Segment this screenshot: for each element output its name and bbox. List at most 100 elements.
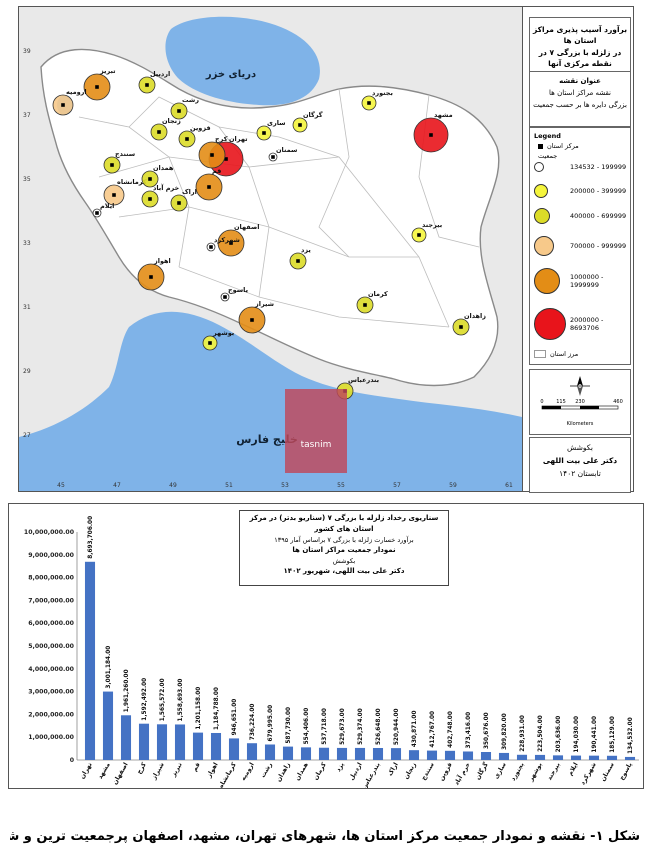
y-tick-label: 10,000,000.00: [24, 529, 75, 536]
bar: [228, 738, 240, 760]
bar-value-label: 1,558,693.00: [178, 679, 184, 722]
legend-boundary-label: مرز استان: [550, 350, 579, 358]
boundary-swatch-icon: [534, 350, 546, 358]
city-marker: یاسوج: [220, 286, 248, 302]
city-label: سمنان: [276, 146, 297, 154]
city-marker: اردبیل: [138, 70, 170, 94]
bar-value-label: 537,718.00: [322, 708, 328, 745]
map-area: 45 47 49 51 53 55 57 59 61 39 37 35 33 31 29 27 تهران مش…: [19, 7, 523, 491]
bar-value-label: 526,648.00: [376, 708, 382, 745]
x-tick-label: شیراز: [150, 762, 166, 782]
bar-value-label: 194,030.00: [574, 716, 580, 753]
city-label: یزد: [301, 246, 311, 254]
city-label: شهرکرد: [214, 236, 240, 244]
gulf-label: خلیج فارس: [236, 433, 298, 446]
city-label: کرمان: [368, 290, 388, 298]
legend-range-4: 1000000 - 1999999: [570, 273, 604, 289]
city-marker: ارومیه: [52, 88, 87, 116]
map-lon-label: 47: [113, 482, 121, 489]
legend-swatch-2: [534, 208, 550, 224]
bar-value-label: 228,931.00: [520, 715, 526, 752]
watermark-logo: tasnim: [285, 389, 347, 473]
center-square-icon: [538, 143, 543, 149]
bar-value-label: 8,693,706.00: [88, 516, 94, 559]
city-label: قزوین: [190, 124, 211, 132]
bar: [156, 724, 168, 760]
bar-value-label: 203,636.00: [556, 716, 562, 753]
bar: [300, 747, 312, 760]
city-marker: تبریز: [83, 67, 116, 101]
bar-value-label: 1,592,492.00: [142, 678, 148, 721]
bar: [606, 755, 618, 760]
bar: [588, 755, 600, 760]
city-marker: مشهد: [413, 111, 453, 153]
legend-class-4: 1000000 - 1999999: [534, 268, 630, 294]
map-subtitle-box: عنوان نقشه نقشه مراکز استان ها بزرگی دای…: [529, 71, 631, 127]
city-label: بیرجند: [422, 221, 442, 229]
x-tick-label: تهران: [79, 762, 94, 781]
legend-swatch-3: [534, 236, 554, 256]
scale-tick: 460: [613, 399, 623, 405]
map-lon-label: 57: [393, 482, 401, 489]
city-marker: زاهدان: [452, 312, 486, 336]
bar-value-label: 520,944.00: [394, 708, 400, 745]
bar: [444, 750, 456, 760]
city-marker: سمنان: [268, 146, 297, 162]
city-marker: بجنورد: [361, 89, 393, 111]
city-label: بجنورد: [372, 89, 393, 97]
city-marker: زنجان: [150, 117, 181, 141]
chart-title-line-5: دکتر علی بیت اللهی، شهریور ۱۴۰۲: [283, 566, 405, 575]
bar: [408, 750, 420, 760]
bar: [390, 748, 402, 760]
persian-gulf: [19, 311, 522, 491]
bar: [354, 747, 366, 760]
chart-title-line-1: سناریوی رخداد زلزله با بزرگی ۷ (سناریو ب…: [249, 514, 439, 533]
city-marker: اراک: [170, 188, 197, 212]
legend-class-2: 400000 - 699999: [534, 208, 626, 224]
city-label: بندرعباس: [348, 376, 379, 384]
city-marker: کرج: [198, 135, 228, 169]
x-tick-label: ساری: [493, 762, 508, 781]
city-label: قم: [212, 167, 221, 175]
city-marker: رشت: [170, 96, 199, 120]
map-title-line-1: برآورد آسیب پذیری مراکز استان ها: [532, 25, 628, 46]
map-lon-label: 55: [337, 482, 345, 489]
bar-value-label: 3,001,184.00: [106, 646, 112, 689]
bar: [318, 747, 330, 760]
x-tick-label: خرم آباد: [451, 761, 471, 787]
legend-population-label: جمعیت: [538, 152, 558, 160]
bar: [516, 754, 528, 760]
legend-header: Legend: [534, 132, 561, 140]
bar: [552, 755, 564, 760]
population-bar-chart: 0 1,000,000.00 2,000,000.00 3,000,000.00 4,0…: [24, 516, 639, 788]
bar: [480, 752, 492, 760]
map-lon-label: 49: [169, 482, 177, 489]
bar: [570, 755, 582, 760]
north-arrow-and-scale: 0 115 230 460 Kilometers: [540, 376, 623, 427]
bar: [336, 747, 348, 760]
chart-title-line-3: نمودار جمعیت مراکز استان ها: [292, 545, 396, 554]
map-title-line-2: در زلزله با بزرگی ۷ در نقطه مرکزی آنها: [538, 47, 622, 68]
y-tick-label: 8,000,000.00: [28, 575, 74, 582]
bar: [498, 752, 510, 760]
city-marker: قم: [195, 167, 223, 201]
map-subtitle-line-3: بزرگی دایره ها بر حسب جمعیت: [533, 100, 627, 109]
bar: [120, 715, 132, 760]
iran-map: 45 47 49 51 53 55 57 59 61 39 37 35 33 31 29 27 تهران مش…: [19, 7, 522, 491]
map-lon-label: 53: [281, 482, 289, 489]
city-label: سنندج: [115, 150, 135, 158]
map-lon-label: 45: [57, 482, 65, 489]
legend-range-3: 700000 - 999999: [570, 242, 627, 250]
bar-value-label: 350,676.00: [484, 712, 490, 749]
city-marker: اهواز: [137, 257, 171, 291]
scale-tick: 230: [575, 399, 585, 405]
x-tick-label: قزوین: [438, 762, 454, 783]
map-lat-label: 29: [23, 368, 31, 375]
bar: [282, 746, 294, 760]
legend-range-1: 200000 - 399999: [570, 187, 627, 195]
y-tick-label: 1,000,000.00: [28, 734, 74, 741]
bar-value-label: 736,224.00: [250, 704, 256, 741]
x-tick-label: اهواز: [205, 762, 220, 780]
bar-value-label: 373,416.00: [466, 712, 472, 749]
bar-value-label: 679,995.00: [268, 705, 274, 742]
